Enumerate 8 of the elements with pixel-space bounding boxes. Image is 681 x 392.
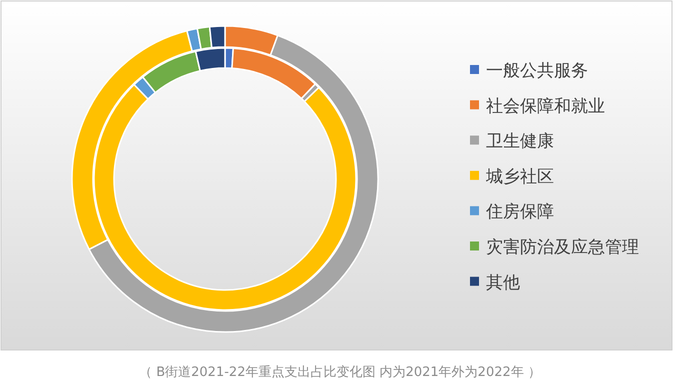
legend-label: 社会保障和就业 — [486, 96, 605, 116]
legend-label: 一般公共服务 — [486, 61, 588, 81]
text: （ B街道2021-22年重点支出占比变化图 内为2021年外为2022年 ） — [139, 365, 541, 380]
legend-label: 其他 — [486, 272, 520, 293]
legend-label: 住房保障 — [485, 202, 554, 222]
legend-label: 灾害防治及应急管理 — [486, 238, 639, 258]
legend-label: 城乡社区 — [485, 166, 554, 187]
legend-label: 卫生健康 — [486, 132, 554, 152]
